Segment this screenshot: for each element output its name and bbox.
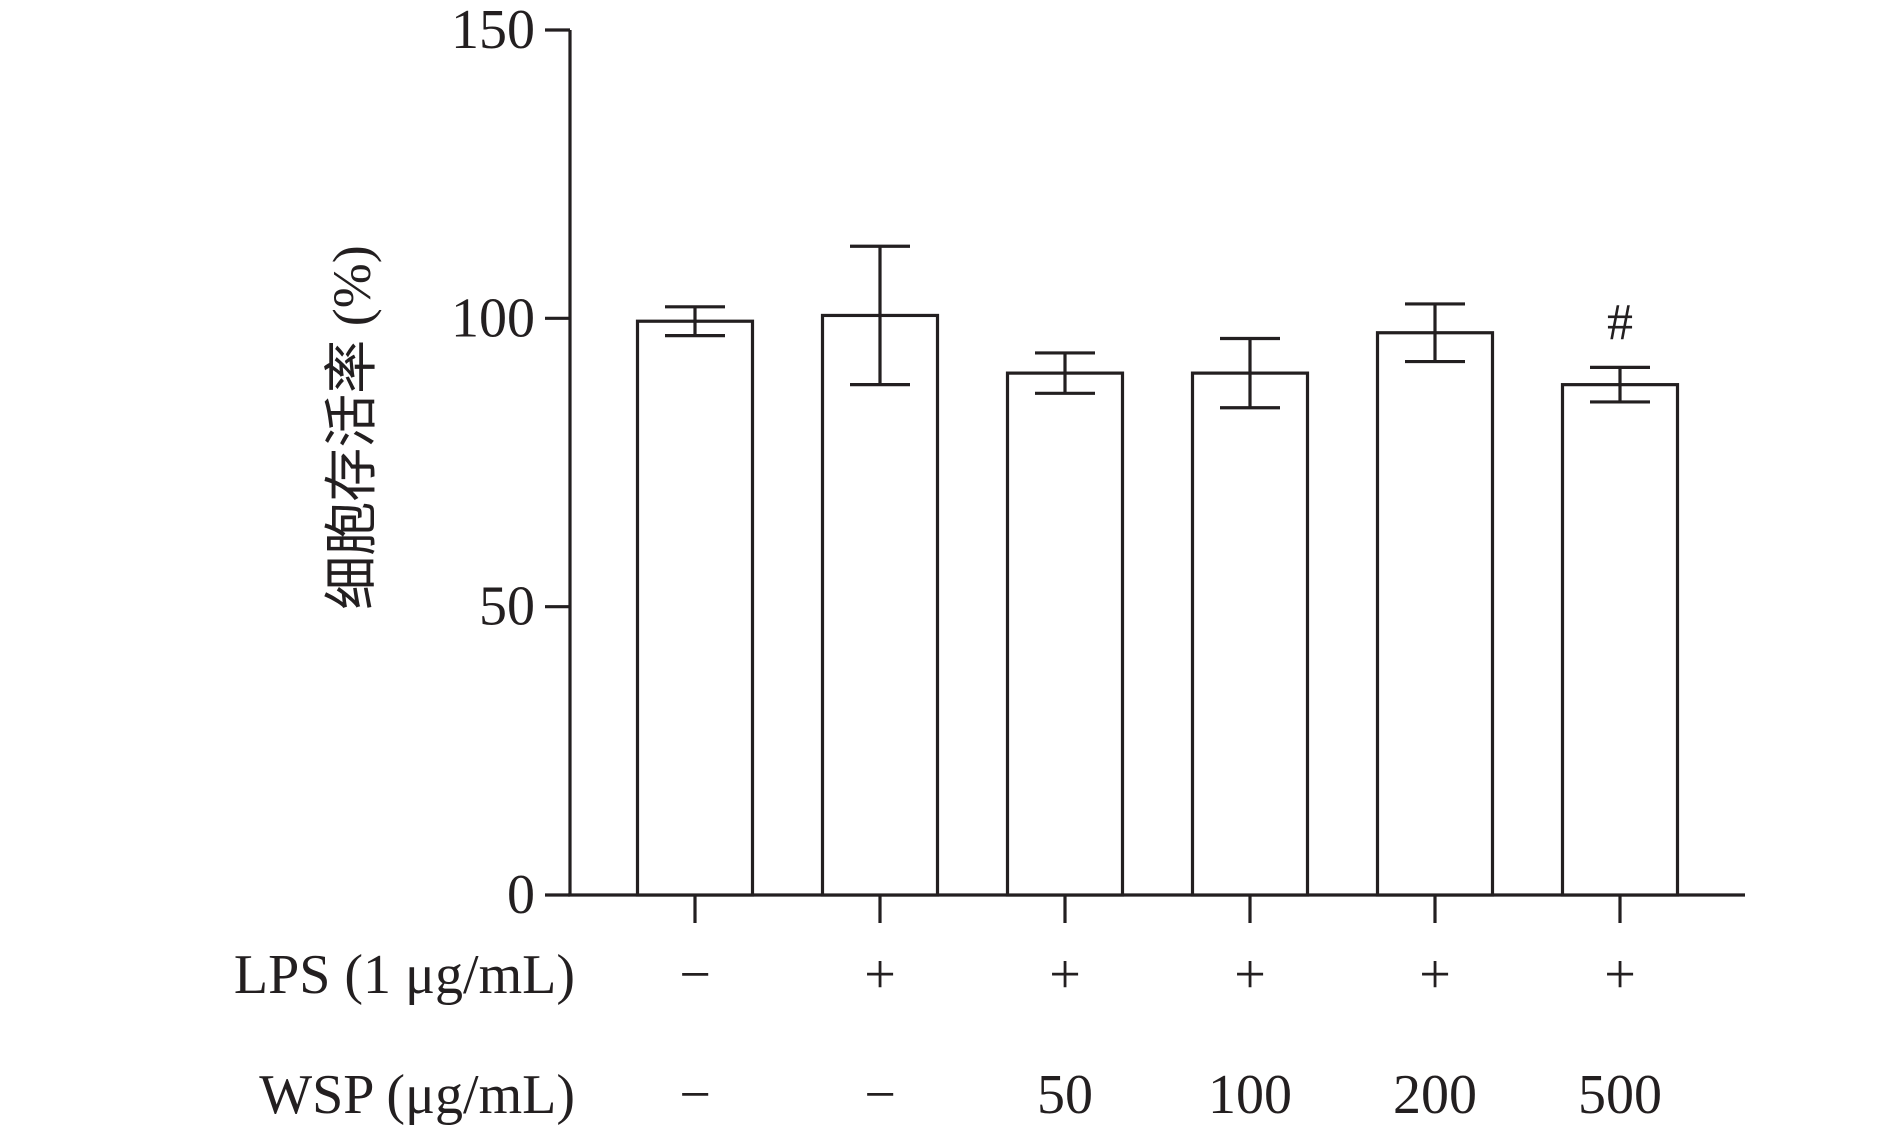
bar-1	[635, 319, 755, 897]
y-tick-label: 0	[507, 864, 535, 926]
y-axis-title: 细胞存活率 (%)	[322, 245, 382, 609]
y-tick-label: 50	[479, 576, 535, 638]
condition-value: +	[864, 944, 896, 1006]
bar-6	[1560, 383, 1680, 897]
condition-value: −	[864, 1064, 896, 1126]
significance-marker: #	[1607, 294, 1633, 351]
condition-value: −	[679, 944, 711, 1006]
condition-value: +	[1049, 944, 1081, 1006]
condition-row-label: LPS (1 μg/mL)	[234, 944, 575, 1006]
condition-value: 50	[1037, 1064, 1093, 1126]
y-tick-label: 100	[451, 287, 535, 349]
condition-value: +	[1234, 944, 1266, 1006]
condition-value: 200	[1393, 1064, 1477, 1126]
bars	[635, 244, 1680, 897]
condition-row-label: WSP (μg/mL)	[259, 1064, 575, 1126]
y-tick-label: 150	[451, 0, 535, 61]
bar-4	[1190, 371, 1310, 897]
labels: 0 50 100 150 细胞存活率 (%) # LPS (1 μg/mL) − + + + + + WS…	[234, 0, 1662, 1126]
condition-value: +	[1419, 944, 1451, 1006]
condition-value: +	[1604, 944, 1636, 1006]
bar-2	[820, 313, 940, 897]
bar-3	[1005, 371, 1125, 897]
axes	[545, 28, 1745, 923]
condition-value: −	[679, 1064, 711, 1126]
condition-value: 100	[1208, 1064, 1292, 1126]
condition-value: 500	[1578, 1064, 1662, 1126]
bar-5	[1375, 331, 1495, 897]
